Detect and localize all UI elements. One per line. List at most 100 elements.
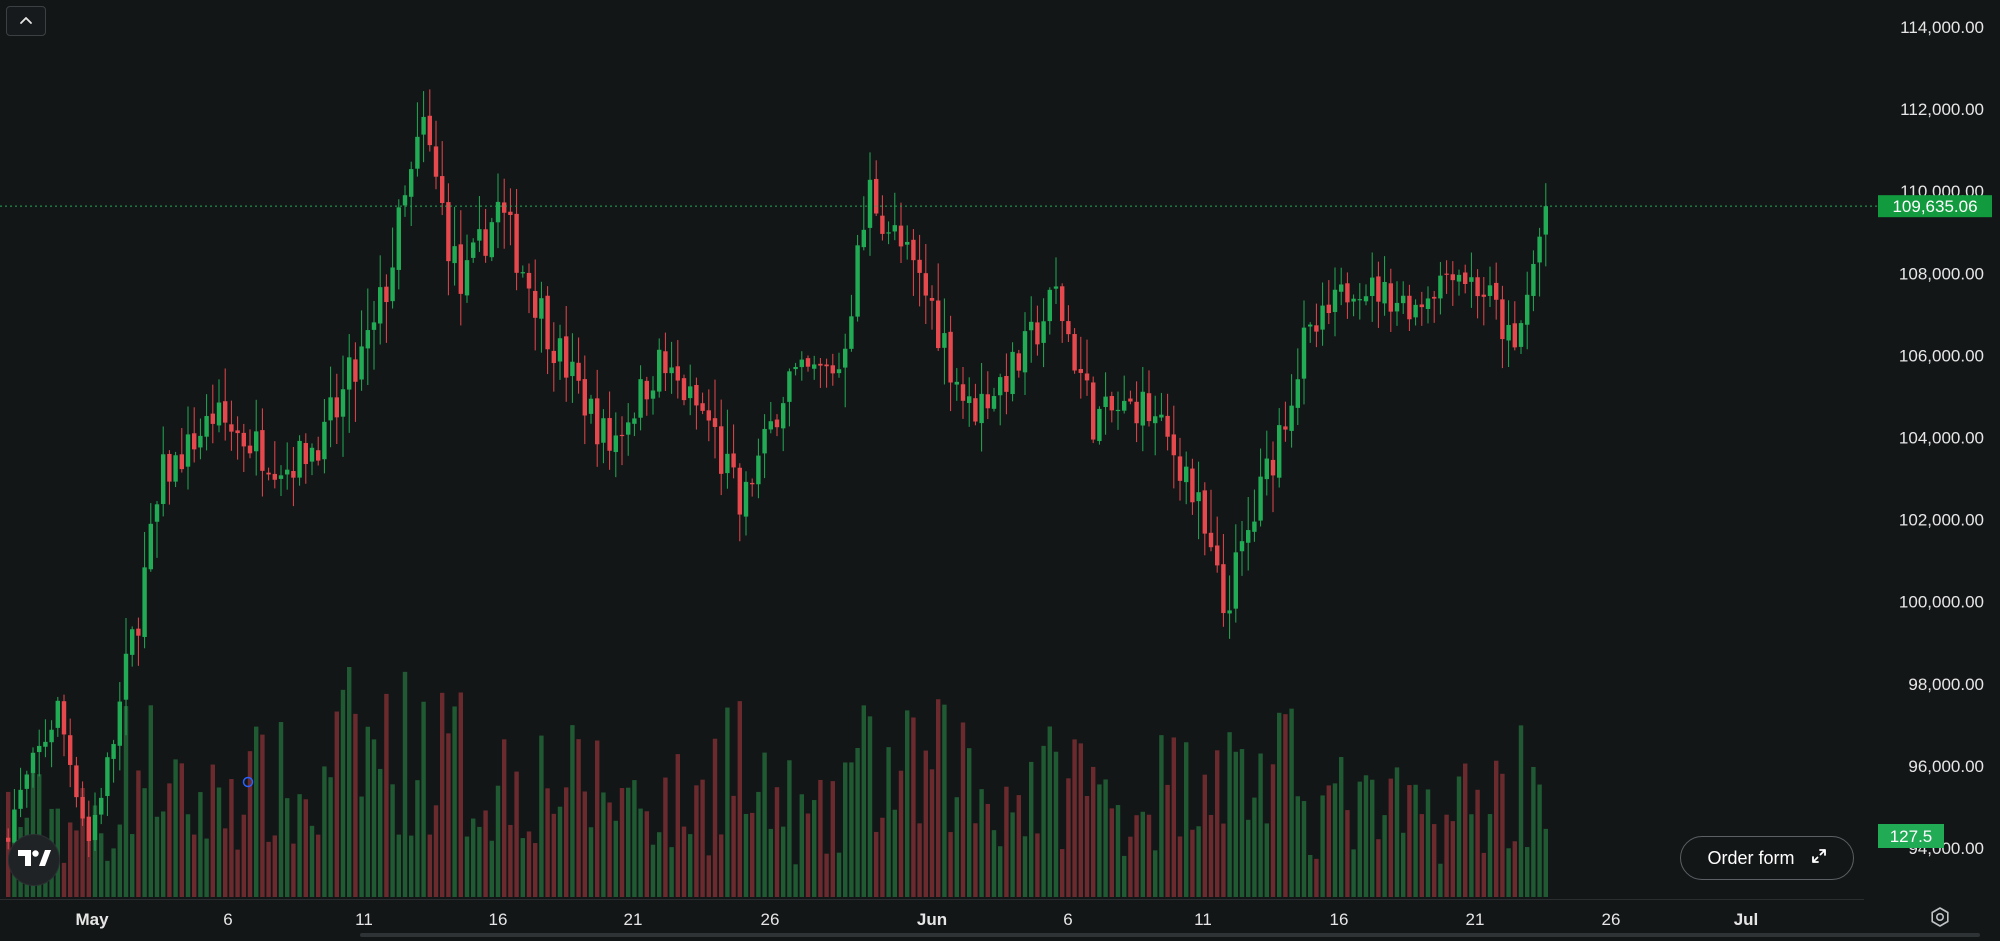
volume-bar <box>781 826 786 897</box>
candle-body <box>1252 521 1257 532</box>
candle-body <box>644 380 649 400</box>
candle-body <box>948 331 953 383</box>
volume-bar <box>892 809 897 897</box>
volume-bar <box>1432 824 1437 897</box>
volume-bar <box>985 803 990 897</box>
candle-body <box>247 445 253 454</box>
candle-body <box>774 419 780 428</box>
volume-bar <box>1184 742 1189 897</box>
candle-body <box>409 169 414 197</box>
candle-body <box>1016 353 1021 371</box>
y-axis-tick-label: 104,000.00 <box>1899 429 1984 448</box>
candle-body <box>1351 298 1356 302</box>
volume-bar <box>793 864 798 897</box>
candle-body <box>768 421 773 430</box>
candle-body <box>861 229 866 248</box>
volume-bar <box>86 822 91 897</box>
volume-bar <box>539 735 544 897</box>
volume-bar <box>1543 828 1548 897</box>
candle-body <box>1394 302 1400 312</box>
candle-body <box>1165 415 1170 437</box>
volume-bar <box>960 722 966 897</box>
candle-body <box>1140 391 1145 426</box>
chart-settings-button[interactable] <box>1926 905 1954 933</box>
candle-body <box>1500 299 1505 340</box>
candle-body <box>867 179 873 228</box>
volume-bar <box>1208 814 1214 897</box>
candle-body <box>1084 373 1090 381</box>
candle-body <box>1072 334 1077 371</box>
candle-body <box>1153 416 1158 424</box>
volume-bar <box>1252 797 1257 897</box>
volume-bar <box>123 706 129 897</box>
candle-body <box>30 752 36 773</box>
candle-body <box>576 362 581 381</box>
horizontal-scrollbar[interactable] <box>360 933 1980 937</box>
volume-bar <box>626 787 631 897</box>
candle-body <box>1357 299 1362 301</box>
volume-bar <box>347 667 352 897</box>
volume-bar <box>595 740 600 897</box>
volume-bar <box>1469 814 1474 897</box>
volume-bar <box>328 777 333 897</box>
candle-body <box>1537 236 1542 263</box>
candle-body <box>1215 545 1220 566</box>
volume-bar <box>1053 751 1059 897</box>
candle-body <box>86 816 91 842</box>
candle-body <box>781 403 786 429</box>
volume-bar <box>923 750 928 897</box>
candle-body <box>1481 294 1486 297</box>
volume-bar <box>880 817 885 897</box>
candle-body <box>161 454 166 504</box>
volume-bar <box>967 748 972 897</box>
candle-body <box>489 222 494 258</box>
volume-bar <box>843 762 848 897</box>
candle-body <box>911 239 916 261</box>
candle-body <box>607 418 612 451</box>
volume-bar <box>1512 841 1517 897</box>
candle-body <box>967 396 972 404</box>
candle-body <box>1450 274 1455 281</box>
volume-bar <box>61 862 67 897</box>
candle-body <box>905 241 910 245</box>
volume-bar <box>1010 812 1015 897</box>
candle-body <box>1159 414 1164 418</box>
volume-bar <box>1339 757 1344 897</box>
volume-bar <box>1134 815 1139 897</box>
candle-body <box>1494 282 1499 300</box>
volume-bar <box>1122 855 1127 897</box>
volume-bar <box>1078 743 1083 897</box>
candle-body <box>359 346 364 380</box>
candle-body <box>1295 379 1300 408</box>
candle-body <box>396 207 401 270</box>
volume-bar <box>756 791 761 897</box>
candle-body <box>849 316 854 349</box>
volume-bar <box>669 847 674 897</box>
candle-body <box>1525 294 1530 325</box>
tradingview-logo[interactable] <box>8 834 60 886</box>
volume-bar <box>898 770 904 897</box>
volume-bar <box>1500 773 1505 897</box>
volume-bar <box>830 781 835 897</box>
order-form-button[interactable]: Order form <box>1680 836 1854 880</box>
candle-body <box>223 401 228 423</box>
volume-bar <box>266 841 271 897</box>
candle-body <box>1146 393 1152 422</box>
volume-bar <box>1363 775 1369 897</box>
candle-body <box>446 202 451 262</box>
candle-body <box>762 428 767 454</box>
candle-body <box>750 482 755 485</box>
volume-bar <box>607 802 612 897</box>
volume-bar <box>1345 810 1350 897</box>
expand-arrows-icon <box>1811 848 1827 869</box>
collapse-button[interactable] <box>6 6 46 36</box>
volume-bar <box>508 824 513 897</box>
volume-bar <box>1407 785 1412 897</box>
volume-bar <box>1425 789 1431 897</box>
volume-bar <box>1041 745 1046 897</box>
candle-body <box>1401 295 1406 304</box>
candle-body <box>805 358 811 367</box>
candle-body <box>452 246 457 264</box>
candle-body <box>1202 490 1207 534</box>
